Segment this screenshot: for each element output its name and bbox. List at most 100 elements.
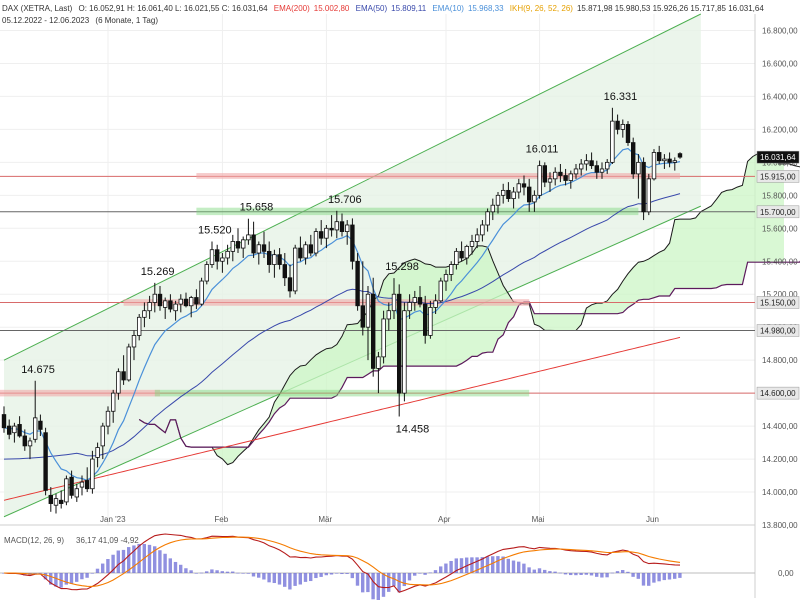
- candle-body: [1, 414, 7, 429]
- macd-histogram-bar: [449, 560, 453, 573]
- candle-body: [365, 293, 371, 328]
- candle-body: [631, 142, 636, 175]
- macd-histogram-bar: [428, 572, 432, 574]
- macd-histogram-bar: [548, 571, 552, 573]
- macd-histogram-bar: [345, 573, 349, 574]
- macd-histogram-bar: [329, 573, 334, 575]
- macd-histogram-bar: [85, 573, 89, 578]
- candle-body: [641, 161, 646, 213]
- price-tag-box: [756, 170, 800, 183]
- macd-histogram-bar: [459, 558, 464, 573]
- candle-body: [43, 432, 48, 491]
- macd-histogram-bar: [439, 566, 443, 573]
- candle-body: [214, 249, 220, 262]
- macd-histogram-bar: [444, 563, 448, 573]
- macd-histogram-bar: [23, 573, 27, 576]
- macd-histogram-bar: [387, 573, 391, 592]
- macd-histogram-bar: [584, 573, 588, 575]
- macd-histogram-bar: [407, 573, 412, 581]
- candle-body: [605, 161, 610, 170]
- candle-body: [599, 168, 605, 173]
- macd-histogram-bar: [288, 573, 292, 590]
- candle-body: [625, 124, 631, 143]
- candle-body: [230, 241, 235, 252]
- candle-body: [157, 293, 163, 307]
- macd-histogram-bar: [381, 573, 386, 597]
- candle-body: [672, 160, 677, 163]
- candle-body: [220, 257, 225, 262]
- ema200-value: 15.002,80: [313, 4, 350, 13]
- candle-body: [516, 183, 521, 193]
- macd-histogram-bar: [480, 557, 484, 573]
- ema200-label: EMA(200): [273, 4, 310, 13]
- macd-histogram-bar: [475, 557, 479, 573]
- ema200-line: [3, 336, 681, 501]
- macd-values: 36,17 41,09 -4,92: [76, 536, 139, 545]
- candle-body: [443, 274, 449, 282]
- macd-histogram-bar: [496, 556, 500, 573]
- candle-body: [17, 424, 22, 437]
- macd-histogram-bar: [423, 573, 427, 575]
- candle-body: [474, 234, 480, 242]
- candle-body: [657, 152, 662, 162]
- candle-body: [485, 211, 490, 226]
- candle-body: [64, 478, 69, 503]
- macd-histogram-bar: [267, 573, 271, 583]
- candle-body: [121, 371, 126, 381]
- candle-body: [433, 300, 438, 308]
- candle-body: [500, 189, 506, 196]
- macd-histogram-bar: [626, 571, 630, 573]
- macd-histogram-bar: [470, 557, 474, 573]
- macd-histogram-bar: [350, 573, 354, 579]
- candle-body: [126, 346, 131, 381]
- macd-histogram-bar: [517, 561, 521, 573]
- price-tag: 15.915,00: [760, 172, 796, 181]
- macd-histogram-bar: [225, 571, 230, 573]
- macd-histogram-bar: [205, 571, 209, 573]
- macd-histogram-bar: [413, 573, 417, 576]
- price-tag: 14.600,00: [760, 389, 796, 398]
- macd-histogram-bar: [371, 573, 375, 600]
- candle-body: [677, 153, 683, 158]
- macd-zero-tick: 0,00: [778, 569, 794, 578]
- candle-body: [256, 244, 261, 254]
- candle-body: [589, 160, 594, 167]
- candle-body: [79, 481, 85, 488]
- macd-histogram-bar: [49, 573, 53, 585]
- price-axis: 13.800,00 14.000,00 14.200,00 14.400,00 14.6…: [756, 26, 800, 530]
- candle-body: [511, 191, 516, 200]
- candle-body: [266, 250, 272, 265]
- macd-histogram-bar: [340, 573, 344, 575]
- candle-body: [188, 297, 194, 307]
- candle-body: [303, 244, 308, 259]
- macd-histogram-bar: [33, 573, 37, 574]
- candle-body: [532, 194, 537, 203]
- macd-histogram-bar: [537, 568, 542, 573]
- macd-histogram-bar: [199, 572, 204, 574]
- y-tick-label: 16.600,00: [762, 59, 798, 68]
- candle-body: [464, 246, 469, 259]
- candle-body: [563, 175, 568, 181]
- macd-histogram-bar: [610, 572, 614, 574]
- macd-histogram-bar: [43, 573, 48, 580]
- candle-body: [178, 298, 183, 305]
- zone-14600-left: [0, 389, 160, 397]
- x-tick-label: Apr: [438, 515, 451, 524]
- ema10-line: [3, 147, 681, 482]
- price-annotation: 16.331: [604, 91, 638, 103]
- candle-body: [53, 498, 59, 506]
- candle-body: [168, 300, 173, 310]
- candle-body: [100, 425, 105, 447]
- candle-body: [558, 171, 563, 176]
- macd-histogram-bar: [335, 573, 339, 574]
- macd-histogram-bar: [189, 570, 193, 573]
- price-tag-box: [756, 150, 800, 164]
- macd-histogram-bar: [615, 571, 620, 573]
- candle-body: [116, 371, 121, 394]
- price-tag-box: [756, 205, 800, 219]
- macd-histogram-bar: [563, 573, 568, 575]
- x-tick-label: Mai: [532, 515, 545, 524]
- macd-histogram-bar: [106, 559, 110, 573]
- candle-body: [651, 152, 657, 180]
